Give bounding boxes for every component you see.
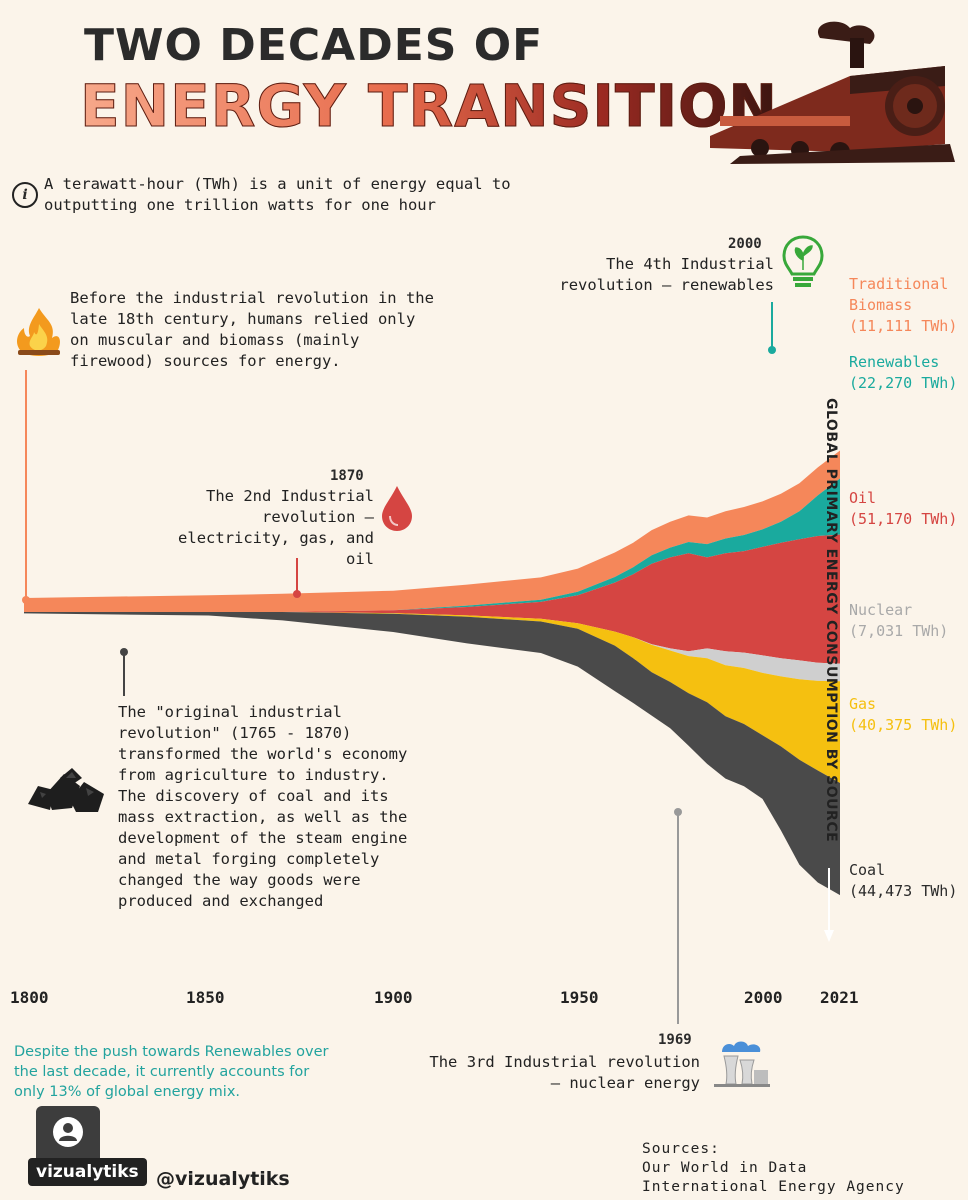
sources-heading: Sources: [642, 1141, 720, 1157]
coal-icon [28, 768, 104, 812]
label-biomass: Traditional Biomass (11,111 TWh) [849, 274, 961, 337]
label-gas-name: Gas [849, 695, 877, 713]
label-oil-name: Oil [849, 489, 877, 507]
label-oil-value: (51,170 TWh) [849, 510, 958, 528]
fire-icon [17, 308, 60, 356]
footer-note: Despite the push towards Renewables over… [14, 1044, 329, 1100]
x-tick-1950: 1950 [560, 988, 599, 1007]
axis-arrow-head [824, 930, 834, 942]
avatar [36, 1106, 100, 1164]
label-coal-name: Coal [849, 861, 886, 879]
label-nuclear-value: (7,031 TWh) [849, 622, 949, 640]
fourth-revolution-annotation: The 4th Industrial revolution – renewabl… [559, 255, 774, 294]
oil-drop-icon [382, 486, 412, 531]
x-tick-1800: 1800 [10, 988, 49, 1007]
source-owid: Our World in Data [642, 1160, 808, 1176]
third-revolution-leader-dot [674, 808, 682, 816]
second-revolution-leader-dot [293, 590, 301, 598]
preindustrial-leader-dot [22, 596, 30, 604]
year-2000: 2000 [728, 236, 762, 252]
sources: Sources: Our World in Data International… [642, 1140, 905, 1197]
area-oil [24, 534, 840, 664]
label-gas: Gas (40,375 TWh) [849, 694, 957, 736]
year-1969: 1969 [658, 1032, 692, 1048]
title-line-2: ENERGY TRANSITION [80, 72, 778, 141]
vertical-axis-label-text: GLOBAL PRIMARY ENERGY CONSUMPTION BY SOU… [823, 398, 839, 843]
label-biomass-name: Traditional Biomass [849, 275, 949, 314]
x-tick-2021: 2021 [820, 988, 859, 1007]
renewable-bulb-icon [782, 235, 824, 287]
third-revolution-annotation: The 3rd Industrial revolution – nuclear … [429, 1053, 700, 1092]
twh-note: A terawatt-hour (TWh) is a unit of energ… [44, 175, 511, 214]
nuclear-plant-icon [714, 1041, 770, 1087]
label-oil: Oil (51,170 TWh) [849, 488, 957, 530]
first-revolution-leader-dot [120, 648, 128, 656]
label-renewables-name: Renewables [849, 353, 940, 371]
preindustrial-annotation: Before the industrial revolution in the … [70, 289, 434, 370]
label-nuclear: Nuclear (7,031 TWh) [849, 600, 948, 642]
label-coal: Coal (44,473 TWh) [849, 860, 957, 902]
label-gas-value: (40,375 TWh) [849, 716, 958, 734]
social-handle[interactable]: @vizualytiks [156, 1168, 290, 1190]
fourth-revolution-leader-dot [768, 346, 776, 354]
user-icon [53, 1117, 83, 1147]
label-nuclear-name: Nuclear [849, 601, 913, 619]
source-iea: International Energy Agency [642, 1179, 905, 1195]
area-gas [24, 612, 840, 783]
label-biomass-value: (11,111 TWh) [849, 317, 958, 335]
info-icon: i [12, 182, 38, 208]
label-coal-value: (44,473 TWh) [849, 882, 958, 900]
x-tick-1900: 1900 [374, 988, 413, 1007]
brand-logo: vizualytiks [28, 1158, 147, 1186]
title-line-1: TWO DECADES OF [84, 20, 544, 71]
x-tick-2000: 2000 [744, 988, 783, 1007]
x-tick-1850: 1850 [186, 988, 225, 1007]
label-renewables: Renewables (22,270 TWh) [849, 352, 957, 394]
year-1870: 1870 [330, 468, 364, 484]
label-renewables-value: (22,270 TWh) [849, 374, 958, 392]
train-icon [710, 21, 955, 164]
area-biomass [24, 450, 840, 612]
area-coal [24, 612, 840, 896]
second-revolution-annotation: The 2nd Industrial revolution – electric… [178, 487, 374, 568]
first-revolution-annotation: The "original industrial revolution" (17… [118, 703, 408, 910]
